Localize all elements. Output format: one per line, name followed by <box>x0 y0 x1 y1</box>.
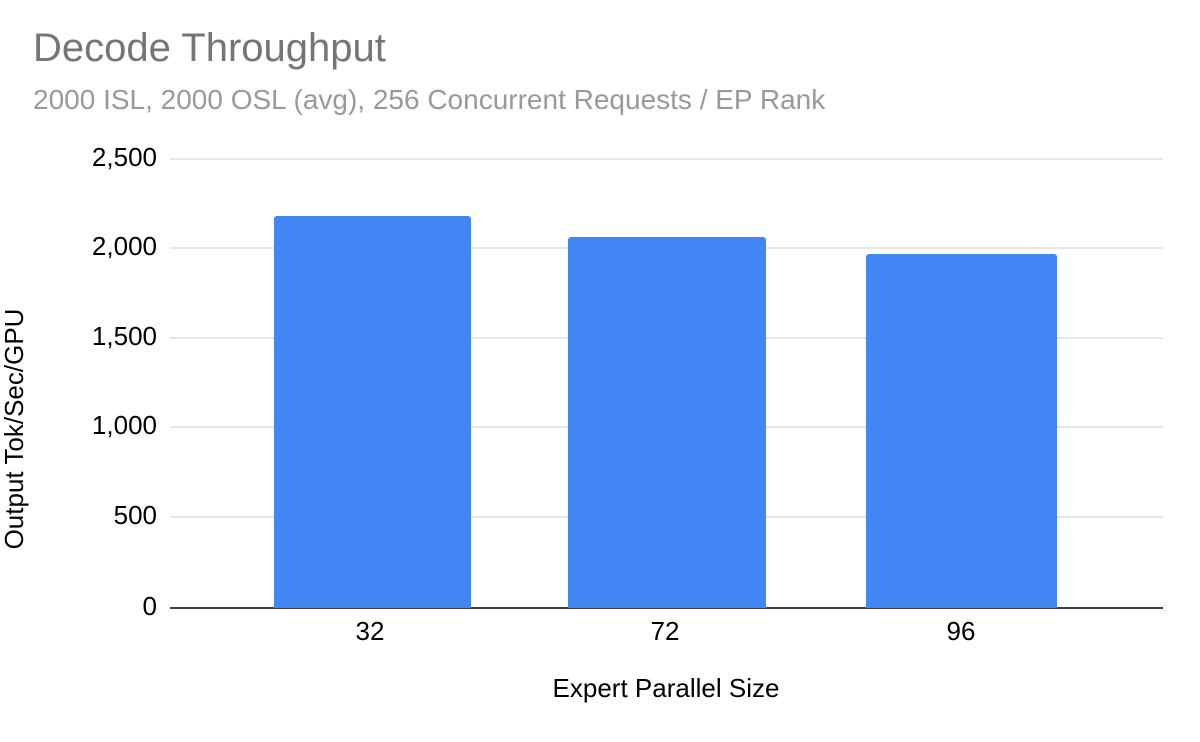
svg-text:72: 72 <box>651 616 680 646</box>
svg-text:96: 96 <box>947 616 976 646</box>
svg-text:0: 0 <box>143 591 157 621</box>
svg-text:2,000: 2,000 <box>92 231 157 261</box>
svg-text:32: 32 <box>356 616 385 646</box>
svg-text:1,000: 1,000 <box>92 410 157 440</box>
svg-text:2,500: 2,500 <box>92 142 157 172</box>
svg-text:1,500: 1,500 <box>92 321 157 351</box>
svg-text:Expert Parallel Size: Expert Parallel Size <box>553 673 780 703</box>
svg-text:500: 500 <box>114 500 157 530</box>
svg-text:Output Tok/Sec/GPU: Output Tok/Sec/GPU <box>0 309 29 550</box>
